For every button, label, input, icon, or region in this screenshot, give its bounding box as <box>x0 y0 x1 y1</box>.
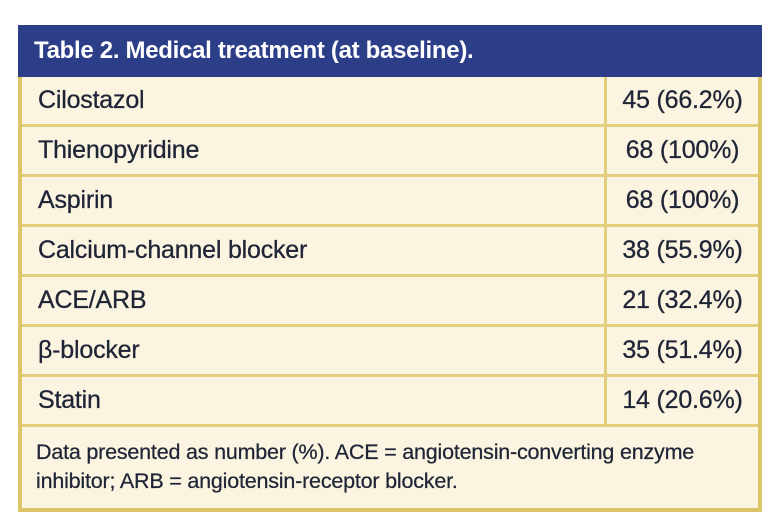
table-row: Cilostazol 45 (66.2%) <box>22 77 758 127</box>
treatment-value: 45 (66.2%) <box>604 77 758 124</box>
table-body: Cilostazol 45 (66.2%) Thienopyridine 68 … <box>18 77 762 513</box>
table-row: Aspirin 68 (100%) <box>22 177 758 227</box>
treatment-value: 21 (32.4%) <box>604 277 758 324</box>
treatment-value: 68 (100%) <box>604 127 758 174</box>
table-row: ACE/ARB 21 (32.4%) <box>22 277 758 327</box>
treatment-name: β-blocker <box>38 336 140 364</box>
treatment-name: Calcium-channel blocker <box>38 236 308 264</box>
table-row: Statin 14 (20.6%) <box>22 377 758 427</box>
treatment-name: Thienopyridine <box>38 136 200 164</box>
medical-treatment-table: Table 2. Medical treatment (at baseline)… <box>18 25 762 513</box>
table-title: Table 2. Medical treatment (at baseline)… <box>34 37 474 64</box>
treatment-name: Aspirin <box>38 186 114 214</box>
treatment-name: ACE/ARB <box>38 286 147 314</box>
treatment-name: Cilostazol <box>38 86 145 114</box>
treatment-value: 38 (55.9%) <box>604 227 758 274</box>
table-row: Calcium-channel blocker 38 (55.9%) <box>22 227 758 277</box>
table-row: Thienopyridine 68 (100%) <box>22 127 758 177</box>
treatment-value: 35 (51.4%) <box>604 327 758 374</box>
treatment-value: 14 (20.6%) <box>604 377 758 424</box>
table-row: β-blocker 35 (51.4%) <box>22 327 758 377</box>
treatment-value: 68 (100%) <box>604 177 758 224</box>
treatment-name: Statin <box>38 386 101 414</box>
table-footnote: Data presented as number (%). ACE = angi… <box>36 440 695 493</box>
table-title-bar: Table 2. Medical treatment (at baseline)… <box>18 25 762 77</box>
